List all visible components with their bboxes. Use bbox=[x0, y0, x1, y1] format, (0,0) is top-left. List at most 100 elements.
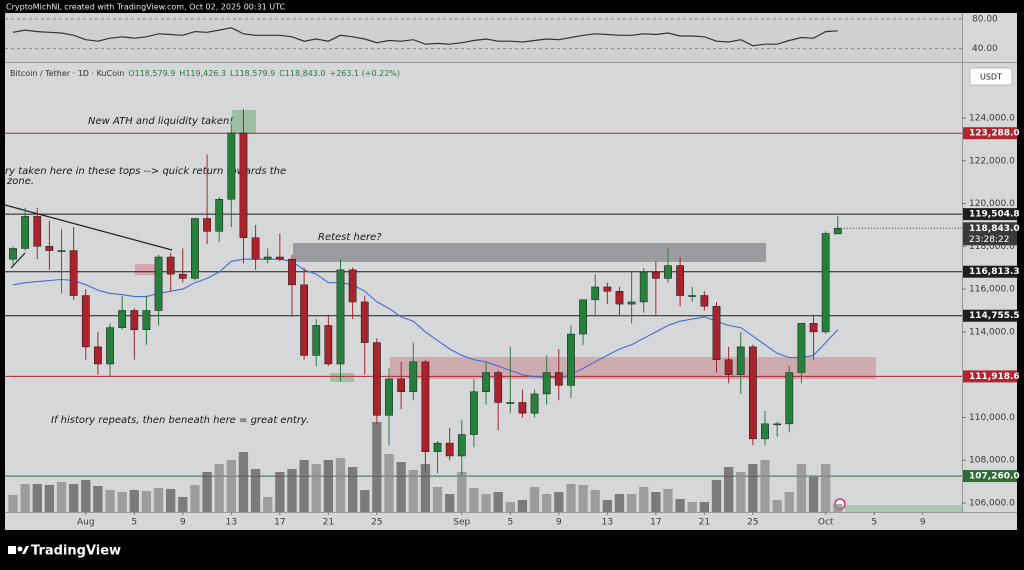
level-label: 116,813.3 bbox=[969, 267, 1020, 277]
candle-body bbox=[166, 256, 175, 275]
candle-body bbox=[627, 301, 636, 305]
x-tick-label: 25 bbox=[371, 518, 382, 528]
candle-body bbox=[833, 228, 842, 235]
candle-body bbox=[227, 132, 236, 200]
ohlc-value: C118,843.0 bbox=[279, 69, 326, 78]
candle-body bbox=[615, 290, 624, 305]
low-zone bbox=[330, 373, 354, 382]
currency-button[interactable] bbox=[969, 67, 1013, 86]
volume-bar bbox=[529, 487, 540, 512]
volume-bar bbox=[578, 485, 588, 512]
volume-bar bbox=[117, 492, 127, 512]
x-tick-label: Oct bbox=[818, 518, 834, 528]
volume-bar bbox=[699, 502, 710, 512]
ath-zone bbox=[232, 110, 256, 134]
candle-body bbox=[445, 442, 454, 457]
annotation: If history repeats, then beneath here = … bbox=[51, 415, 309, 426]
volume-bar bbox=[626, 494, 637, 512]
candle-body bbox=[45, 246, 54, 251]
candle-body bbox=[724, 359, 733, 375]
y-tick-label: 114,000.0 bbox=[969, 327, 1015, 337]
volume-bar bbox=[81, 480, 91, 512]
volume-bar bbox=[384, 454, 394, 512]
y-tick-label: 122,000.0 bbox=[969, 156, 1015, 166]
x-tick-label: 13 bbox=[226, 518, 237, 528]
candle-body bbox=[700, 295, 709, 307]
candle-body bbox=[94, 346, 102, 365]
candle-body bbox=[21, 216, 30, 249]
level-label-bg bbox=[963, 309, 1017, 322]
ohlc-value: O118,579.9 bbox=[128, 69, 176, 78]
x-tick-label: 17 bbox=[650, 518, 661, 528]
volume-bar bbox=[505, 502, 515, 512]
candle-body bbox=[9, 248, 17, 260]
y-tick-label: 118,000.0 bbox=[969, 242, 1015, 252]
candle-body bbox=[761, 423, 769, 440]
volume-bar bbox=[275, 472, 285, 512]
candle-body bbox=[397, 378, 406, 393]
level-label-bg bbox=[963, 370, 1017, 383]
credit: CryptoMichNL created with TradingView.co… bbox=[6, 3, 286, 12]
candle-body bbox=[215, 199, 224, 232]
candle-body bbox=[263, 256, 272, 260]
volume-bar bbox=[56, 482, 67, 512]
volume-bar bbox=[105, 490, 115, 512]
volume-bar bbox=[202, 472, 212, 512]
candle-body bbox=[591, 286, 600, 301]
x-tick-label: 21 bbox=[699, 518, 710, 528]
volume-bar bbox=[445, 494, 455, 512]
candle-body bbox=[579, 299, 587, 335]
candle-body bbox=[288, 258, 296, 286]
volume-bar bbox=[69, 484, 79, 512]
currency[interactable]: USDT bbox=[980, 73, 1002, 82]
rsi-pane bbox=[5, 13, 962, 62]
volume-bar bbox=[238, 452, 249, 512]
candle-body bbox=[409, 361, 418, 393]
volume-bar bbox=[323, 460, 334, 512]
volume-bar bbox=[214, 464, 224, 512]
brand: TradingView bbox=[31, 544, 121, 559]
x-tick-label: 9 bbox=[920, 518, 926, 528]
volume-bar bbox=[821, 464, 831, 512]
candle-body bbox=[57, 250, 66, 252]
volume-bar bbox=[347, 467, 358, 512]
annotation: ry taken here in these tops --> quick re… bbox=[5, 166, 286, 177]
symbol: Bitcoin / Tether · 1D · KuCoin bbox=[10, 69, 125, 78]
volume-bar bbox=[493, 492, 503, 512]
retest-zone bbox=[293, 243, 766, 262]
candle-body bbox=[421, 361, 430, 452]
candle-body bbox=[142, 310, 151, 330]
volume-bar bbox=[190, 485, 200, 512]
candle-body bbox=[69, 250, 78, 296]
candle-body bbox=[154, 256, 163, 311]
candle-body bbox=[797, 323, 806, 373]
volume-bar bbox=[711, 480, 722, 512]
x-tick-label: 5 bbox=[507, 518, 513, 528]
ohlc-value: H119,426.3 bbox=[179, 69, 227, 78]
last-price-bg bbox=[963, 222, 1017, 246]
candle-body bbox=[191, 218, 199, 279]
candle-body bbox=[773, 423, 782, 426]
volume-bar bbox=[614, 494, 625, 512]
volume-bar bbox=[748, 464, 758, 512]
volume-bar bbox=[796, 464, 807, 512]
volume-bar bbox=[299, 460, 309, 512]
volume-bar bbox=[687, 502, 697, 512]
volume-bar bbox=[396, 462, 406, 512]
candle-body bbox=[275, 256, 284, 260]
candle-body bbox=[518, 402, 527, 414]
volume-bar bbox=[44, 485, 55, 512]
volume-bar bbox=[360, 490, 370, 512]
candle-body bbox=[178, 273, 187, 279]
volume-bar bbox=[287, 469, 297, 512]
candle-body bbox=[821, 233, 830, 333]
rsi-tick-label: 40.00 bbox=[972, 44, 998, 54]
candle-body bbox=[676, 265, 685, 296]
candle-body bbox=[239, 132, 248, 239]
candle-body bbox=[482, 372, 490, 393]
candle-body bbox=[336, 269, 345, 365]
volume-bar bbox=[226, 460, 236, 512]
annotation: zone. bbox=[6, 176, 34, 187]
annotation: Retest here? bbox=[318, 232, 382, 243]
